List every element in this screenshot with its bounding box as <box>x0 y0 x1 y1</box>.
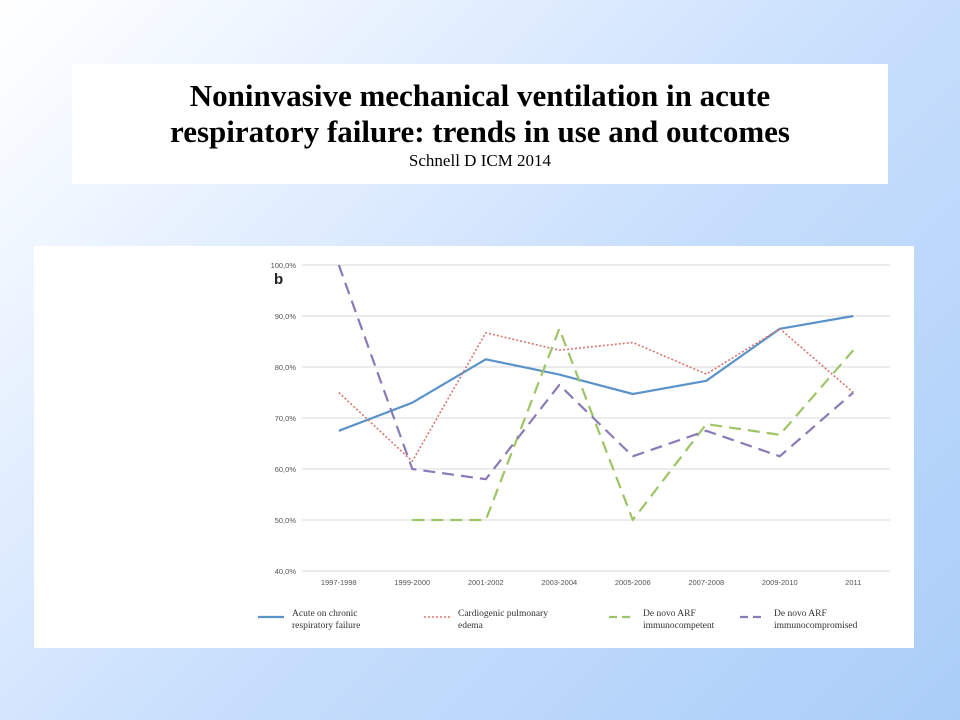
y-tick-label: 40,0% <box>275 567 297 576</box>
chart-panel: 40,0% 50,0% 60,0% 70,0% 80,0% 90,0% 100,0% 199… <box>34 246 914 648</box>
line-chart: 40,0% 50,0% 60,0% 70,0% 80,0% 90,0% 100,0% 199… <box>258 261 890 631</box>
legend-label: immunocompetent <box>643 621 715 631</box>
legend-label: respiratory failure <box>292 620 360 631</box>
y-tick-label: 100,0% <box>271 261 297 270</box>
x-tick-label: 2009-2010 <box>762 578 798 587</box>
legend-label: De novo ARF <box>643 609 696 619</box>
panel-label: b <box>274 271 283 288</box>
x-tick-label: 2005-2006 <box>615 578 651 587</box>
legend-label: immunocompromised <box>774 621 858 631</box>
series-line-1 <box>338 314 854 432</box>
y-tick-label: 60,0% <box>275 465 297 474</box>
title-box: Noninvasive mechanical ventilation in ac… <box>72 64 888 184</box>
x-axis-ticks: 1997-1998 1999-2000 2001-2002 2003-2004 2005… <box>321 578 862 587</box>
x-tick-label: 2003-2004 <box>541 578 577 587</box>
y-tick-label: 80,0% <box>275 363 297 372</box>
x-tick-label: 2007-2008 <box>688 578 724 587</box>
x-tick-label: 2001-2002 <box>468 578 504 587</box>
y-tick-label: 90,0% <box>275 312 297 321</box>
series-line-3 <box>412 327 855 522</box>
y-tick-label: 50,0% <box>275 516 297 525</box>
x-tick-label: 2011 <box>845 578 861 587</box>
series-line-2 <box>338 328 854 463</box>
legend-label: Cardiogenic pulmonary <box>458 609 548 619</box>
x-tick-label: 1997-1998 <box>321 578 357 587</box>
series-lines <box>337 264 855 522</box>
title-line-2: respiratory failure: trends in use and o… <box>170 114 790 149</box>
legend-label: De novo ARF <box>774 609 827 619</box>
gridlines <box>302 264 890 572</box>
legend-label: Acute on chronic <box>292 609 357 619</box>
y-tick-label: 70,0% <box>275 414 297 423</box>
citation-subtitle: Schnell D ICM 2014 <box>408 151 552 170</box>
legend-label: edema <box>458 621 484 631</box>
series-line-4 <box>337 264 855 481</box>
x-tick-label: 1999-2000 <box>394 578 430 587</box>
title-line-1: Noninvasive mechanical ventilation in ac… <box>189 78 771 113</box>
y-axis-ticks: 40,0% 50,0% 60,0% 70,0% 80,0% 90,0% 100,0% <box>271 261 297 576</box>
